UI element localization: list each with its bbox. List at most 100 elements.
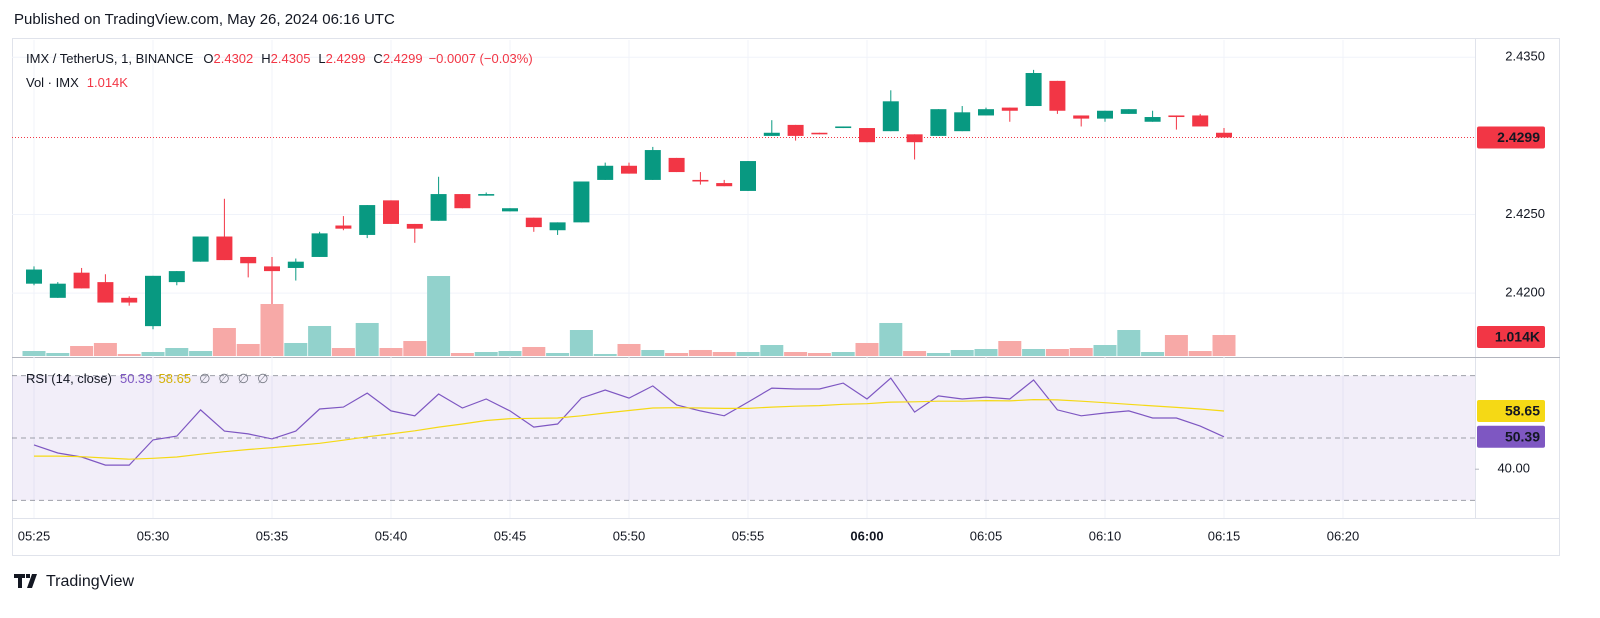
candle-body <box>49 283 66 298</box>
x-tick-label: 05:25 <box>18 528 51 543</box>
volume-bar <box>165 348 189 356</box>
candle-body <box>644 150 661 180</box>
plot-layer: 2.4350 2.4250 2.4200 2.4299 1.014K 40.00 05:25… <box>12 40 1545 543</box>
candle-body <box>1216 132 1232 138</box>
rsi-title: RSI (14, close) <box>26 371 112 386</box>
x-tick-label: 06:05 <box>970 528 1003 543</box>
candle-body <box>406 223 423 229</box>
volume-bar <box>1022 349 1046 356</box>
volume-bar <box>1117 330 1141 356</box>
candle-body <box>668 157 685 173</box>
price-scale-badge-label: 1.014K <box>1495 329 1540 345</box>
ohlc-letter: L <box>318 51 325 66</box>
price-scale-badge <box>1477 400 1545 423</box>
candle-body <box>430 194 447 221</box>
published-note: Published on TradingView.com, May 26, 20… <box>14 11 395 28</box>
rsi-line <box>33 377 1225 466</box>
y-tick-label: 40.00 <box>1497 461 1530 476</box>
candle-body <box>763 132 780 136</box>
volume-bar <box>641 349 665 356</box>
volume-bar <box>855 342 879 356</box>
rsi-legend: RSI (14, close) 50.39 58.65 ∅ ∅ ∅ ∅ <box>26 371 268 386</box>
candle-body <box>335 225 352 229</box>
price-scale-badge <box>1477 326 1545 349</box>
volume-bar <box>974 349 998 356</box>
candle-body <box>692 179 709 182</box>
volume-bar <box>1045 349 1069 356</box>
y-tick-label: 2.4350 <box>1505 49 1545 64</box>
volume-bar <box>950 349 974 356</box>
volume-bar <box>1164 335 1188 356</box>
price-scale-badge <box>1477 126 1545 149</box>
candle-body <box>906 134 923 143</box>
candle-body <box>502 208 518 212</box>
price-legend: IMX / TetherUS, 1, BINANCE O2.4302 H2.4305… <box>26 51 533 66</box>
candle-body <box>597 165 614 180</box>
x-tick-label: 06:15 <box>1208 528 1241 543</box>
candle-body <box>216 236 233 261</box>
volume-bar <box>569 330 593 356</box>
volume-bar <box>784 352 808 356</box>
candle-body <box>383 200 399 224</box>
candle-body <box>1073 115 1090 119</box>
volume-bar <box>93 342 117 356</box>
volume-bar <box>926 352 950 356</box>
candle-body <box>73 272 90 289</box>
candle-body <box>740 161 756 191</box>
candle-body <box>930 109 947 136</box>
legend-open: 2.4302 <box>214 51 254 66</box>
candle-body <box>454 194 471 209</box>
volume-bar <box>617 343 641 356</box>
volume-bar <box>546 352 570 356</box>
volume-bar <box>498 351 522 356</box>
rsi-last: 50.39 <box>120 371 153 386</box>
volume-bar <box>522 346 546 356</box>
volume-bar <box>807 352 831 356</box>
candle-body <box>1168 115 1185 118</box>
volume-bar <box>1141 352 1165 356</box>
x-tick-label: 05:30 <box>137 528 170 543</box>
candle-body <box>549 222 566 231</box>
candle-body <box>311 233 328 257</box>
candle-body <box>621 165 637 174</box>
candle-body <box>1192 115 1209 127</box>
placeholder: ∅ <box>257 371 268 386</box>
candle-body <box>1049 80 1066 111</box>
candle-body <box>1097 110 1113 119</box>
rsi-line <box>34 398 1225 460</box>
volume-bar <box>831 352 855 356</box>
ohlc-letter: O <box>203 51 213 66</box>
volume-bar <box>260 303 284 356</box>
volume-bar <box>736 352 760 356</box>
volume-bar <box>117 353 141 356</box>
price-scale-badge <box>1477 425 1545 448</box>
candle-body <box>954 112 971 132</box>
volume-bar <box>1212 335 1236 356</box>
volume-bar <box>70 345 94 356</box>
candle-body <box>835 126 852 129</box>
price-scale-badge-label: 2.4299 <box>1497 129 1540 145</box>
candle-body <box>97 282 114 303</box>
placeholder: ∅ <box>199 371 210 386</box>
volume-bar <box>355 322 379 356</box>
legend-low: 2.4299 <box>326 51 366 66</box>
volume-bar <box>450 352 474 356</box>
candle-body <box>1001 107 1018 111</box>
candle-body <box>811 132 828 135</box>
volume-bar <box>22 351 46 356</box>
rsi-ma-last: 58.65 <box>159 371 192 386</box>
candle-body <box>525 217 542 228</box>
candle-body <box>287 261 304 268</box>
volume-bar <box>593 353 617 356</box>
volume-bar <box>760 345 784 356</box>
x-tick-label: 05:55 <box>732 528 765 543</box>
y-tick-label: 2.4200 <box>1505 285 1545 300</box>
volume-bar <box>474 352 498 356</box>
candle-body <box>1144 117 1161 122</box>
x-tick-label: 06:20 <box>1327 528 1360 543</box>
volume-bar <box>331 348 355 356</box>
price-scale-badge-label: 50.39 <box>1505 428 1540 444</box>
volume-bar <box>903 351 927 356</box>
volume-bar <box>284 342 308 356</box>
